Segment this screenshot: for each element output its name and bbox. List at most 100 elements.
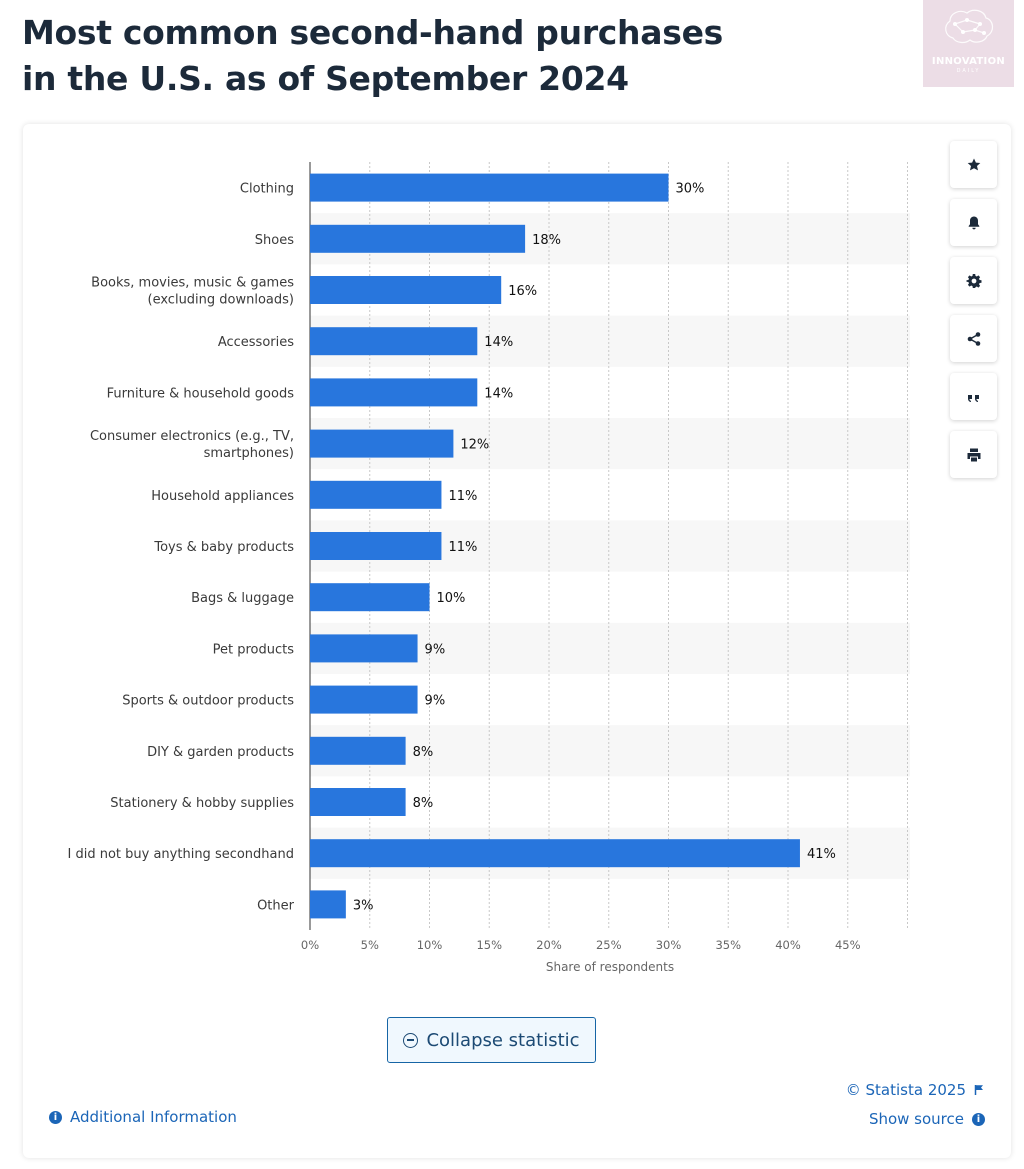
x-tick-label: 10% bbox=[417, 938, 443, 952]
category-label-line: Household appliances bbox=[151, 489, 294, 504]
category-label-line: DIY & garden products bbox=[147, 745, 294, 760]
bar[interactable] bbox=[310, 788, 406, 816]
category-label-line: Books, movies, music & games bbox=[91, 276, 294, 291]
x-tick-label: 40% bbox=[775, 938, 801, 952]
x-tick-label: 45% bbox=[835, 938, 861, 952]
additional-information-label: Additional Information bbox=[70, 1108, 237, 1126]
value-label: 3% bbox=[353, 898, 374, 913]
show-source-label: Show source bbox=[868, 1110, 964, 1128]
category-labels: Clothing Shoes Books, movies, music & game… bbox=[68, 182, 295, 914]
category-label-line: Clothing bbox=[240, 182, 294, 197]
additional-information-link[interactable]: i Additional Information bbox=[49, 1108, 237, 1126]
category-label: Other bbox=[257, 898, 295, 913]
print-button[interactable] bbox=[950, 431, 997, 478]
show-source-link[interactable]: Show source i bbox=[869, 1110, 985, 1128]
favorite-button[interactable] bbox=[950, 141, 997, 188]
category-label-line: Sports & outdoor products bbox=[122, 694, 294, 709]
category-label: Pet products bbox=[213, 642, 295, 657]
info-icon: i bbox=[49, 1110, 62, 1124]
category-label: Shoes bbox=[255, 233, 294, 248]
bar[interactable] bbox=[310, 890, 346, 919]
cite-button[interactable] bbox=[950, 373, 997, 420]
category-label-line: Other bbox=[257, 898, 295, 913]
category-label-line: Stationery & hobby supplies bbox=[110, 796, 294, 811]
bar[interactable] bbox=[310, 685, 418, 714]
value-label: 18% bbox=[532, 233, 561, 248]
bar[interactable] bbox=[310, 480, 442, 509]
value-label: 30% bbox=[676, 182, 705, 197]
bell-icon bbox=[968, 216, 979, 229]
x-tick-label: 30% bbox=[656, 938, 682, 952]
brand-subtext: DAILY bbox=[956, 68, 981, 74]
page-title: Most common second-hand purchases in the… bbox=[22, 10, 723, 102]
category-label-line: Shoes bbox=[255, 233, 294, 248]
gear-icon bbox=[966, 273, 981, 288]
bar[interactable] bbox=[310, 224, 526, 253]
quote-icon bbox=[967, 394, 979, 402]
category-label-line: Accessories bbox=[218, 335, 294, 350]
category-label: Clothing bbox=[240, 182, 294, 197]
side-toolbar bbox=[950, 141, 997, 489]
x-axis-title: Share of respondents bbox=[546, 960, 674, 974]
bar[interactable] bbox=[310, 634, 418, 663]
brand-name: INNOVATION bbox=[931, 56, 1006, 67]
value-label: 9% bbox=[425, 694, 446, 709]
share-icon bbox=[967, 331, 980, 346]
page-title-line-1: Most common second-hand purchases bbox=[22, 13, 723, 52]
x-tick-label: 35% bbox=[715, 938, 741, 952]
value-label: 41% bbox=[807, 847, 836, 862]
value-label: 11% bbox=[448, 489, 477, 504]
category-label: Toys & baby products bbox=[153, 540, 294, 555]
flag-icon bbox=[974, 1085, 983, 1095]
x-tick-label: 0% bbox=[301, 938, 319, 952]
value-label: 14% bbox=[484, 335, 513, 350]
collapse-statistic-label: Collapse statistic bbox=[426, 1029, 580, 1051]
value-label: 12% bbox=[460, 438, 489, 453]
category-label: Consumer electronics (e.g., TV, smartphon… bbox=[90, 429, 294, 461]
brand-logo: INNOVATION DAILY bbox=[923, 0, 1014, 87]
bar[interactable] bbox=[310, 429, 454, 458]
category-label-line: (excluding downloads) bbox=[148, 293, 295, 308]
category-label-line: smartphones) bbox=[204, 446, 294, 461]
value-label: 11% bbox=[448, 540, 477, 555]
value-label: 8% bbox=[413, 745, 434, 760]
x-tick-label: 15% bbox=[476, 938, 502, 952]
bar[interactable] bbox=[310, 583, 430, 612]
brain-network-icon bbox=[945, 9, 994, 44]
category-label: Furniture & household goods bbox=[107, 386, 295, 401]
x-tick-labels: 0% 5% 10% 15% 20% 25% 30% 35% 40% 45% bbox=[301, 938, 861, 952]
bar[interactable] bbox=[310, 327, 478, 356]
bar[interactable] bbox=[310, 276, 502, 304]
bar-chart: Clothing Shoes Books, movies, music & game… bbox=[68, 162, 910, 974]
category-label-line: Consumer electronics (e.g., TV, bbox=[90, 429, 294, 444]
value-label: 10% bbox=[437, 591, 466, 606]
category-label: Bags & luggage bbox=[191, 591, 294, 606]
x-tick-label: 25% bbox=[596, 938, 622, 952]
notification-button[interactable] bbox=[950, 199, 997, 246]
collapse-statistic-button[interactable]: Collapse statistic bbox=[387, 1017, 596, 1063]
info-icon: i bbox=[972, 1112, 985, 1126]
value-label: 9% bbox=[425, 642, 446, 657]
category-label-line: Bags & luggage bbox=[191, 591, 294, 606]
bar[interactable] bbox=[310, 839, 800, 868]
bar[interactable] bbox=[310, 173, 669, 202]
value-label: 14% bbox=[484, 386, 513, 401]
bar[interactable] bbox=[310, 378, 478, 407]
bar[interactable] bbox=[310, 736, 406, 765]
category-label-line: Toys & baby products bbox=[153, 540, 294, 555]
category-label: DIY & garden products bbox=[147, 745, 294, 760]
minus-circle-icon bbox=[403, 1032, 419, 1048]
bar[interactable] bbox=[310, 532, 442, 560]
bars bbox=[310, 173, 800, 919]
page-title-line-2: in the U.S. as of September 2024 bbox=[22, 59, 629, 98]
category-label: Sports & outdoor products bbox=[122, 694, 294, 709]
x-tick-label: 20% bbox=[536, 938, 562, 952]
value-labels: 30% 18% 16% 14% 14% 12% 11% 11% 10% 9% 9% 8% 8% 41% 3% bbox=[353, 182, 836, 914]
category-label-line: I did not buy anything secondhand bbox=[68, 847, 294, 862]
star-icon bbox=[967, 158, 980, 170]
settings-button[interactable] bbox=[950, 257, 997, 304]
copyright: © Statista 2025 bbox=[846, 1081, 985, 1099]
category-label: Household appliances bbox=[151, 489, 294, 504]
category-label-line: Furniture & household goods bbox=[107, 386, 295, 401]
share-button[interactable] bbox=[950, 315, 997, 362]
